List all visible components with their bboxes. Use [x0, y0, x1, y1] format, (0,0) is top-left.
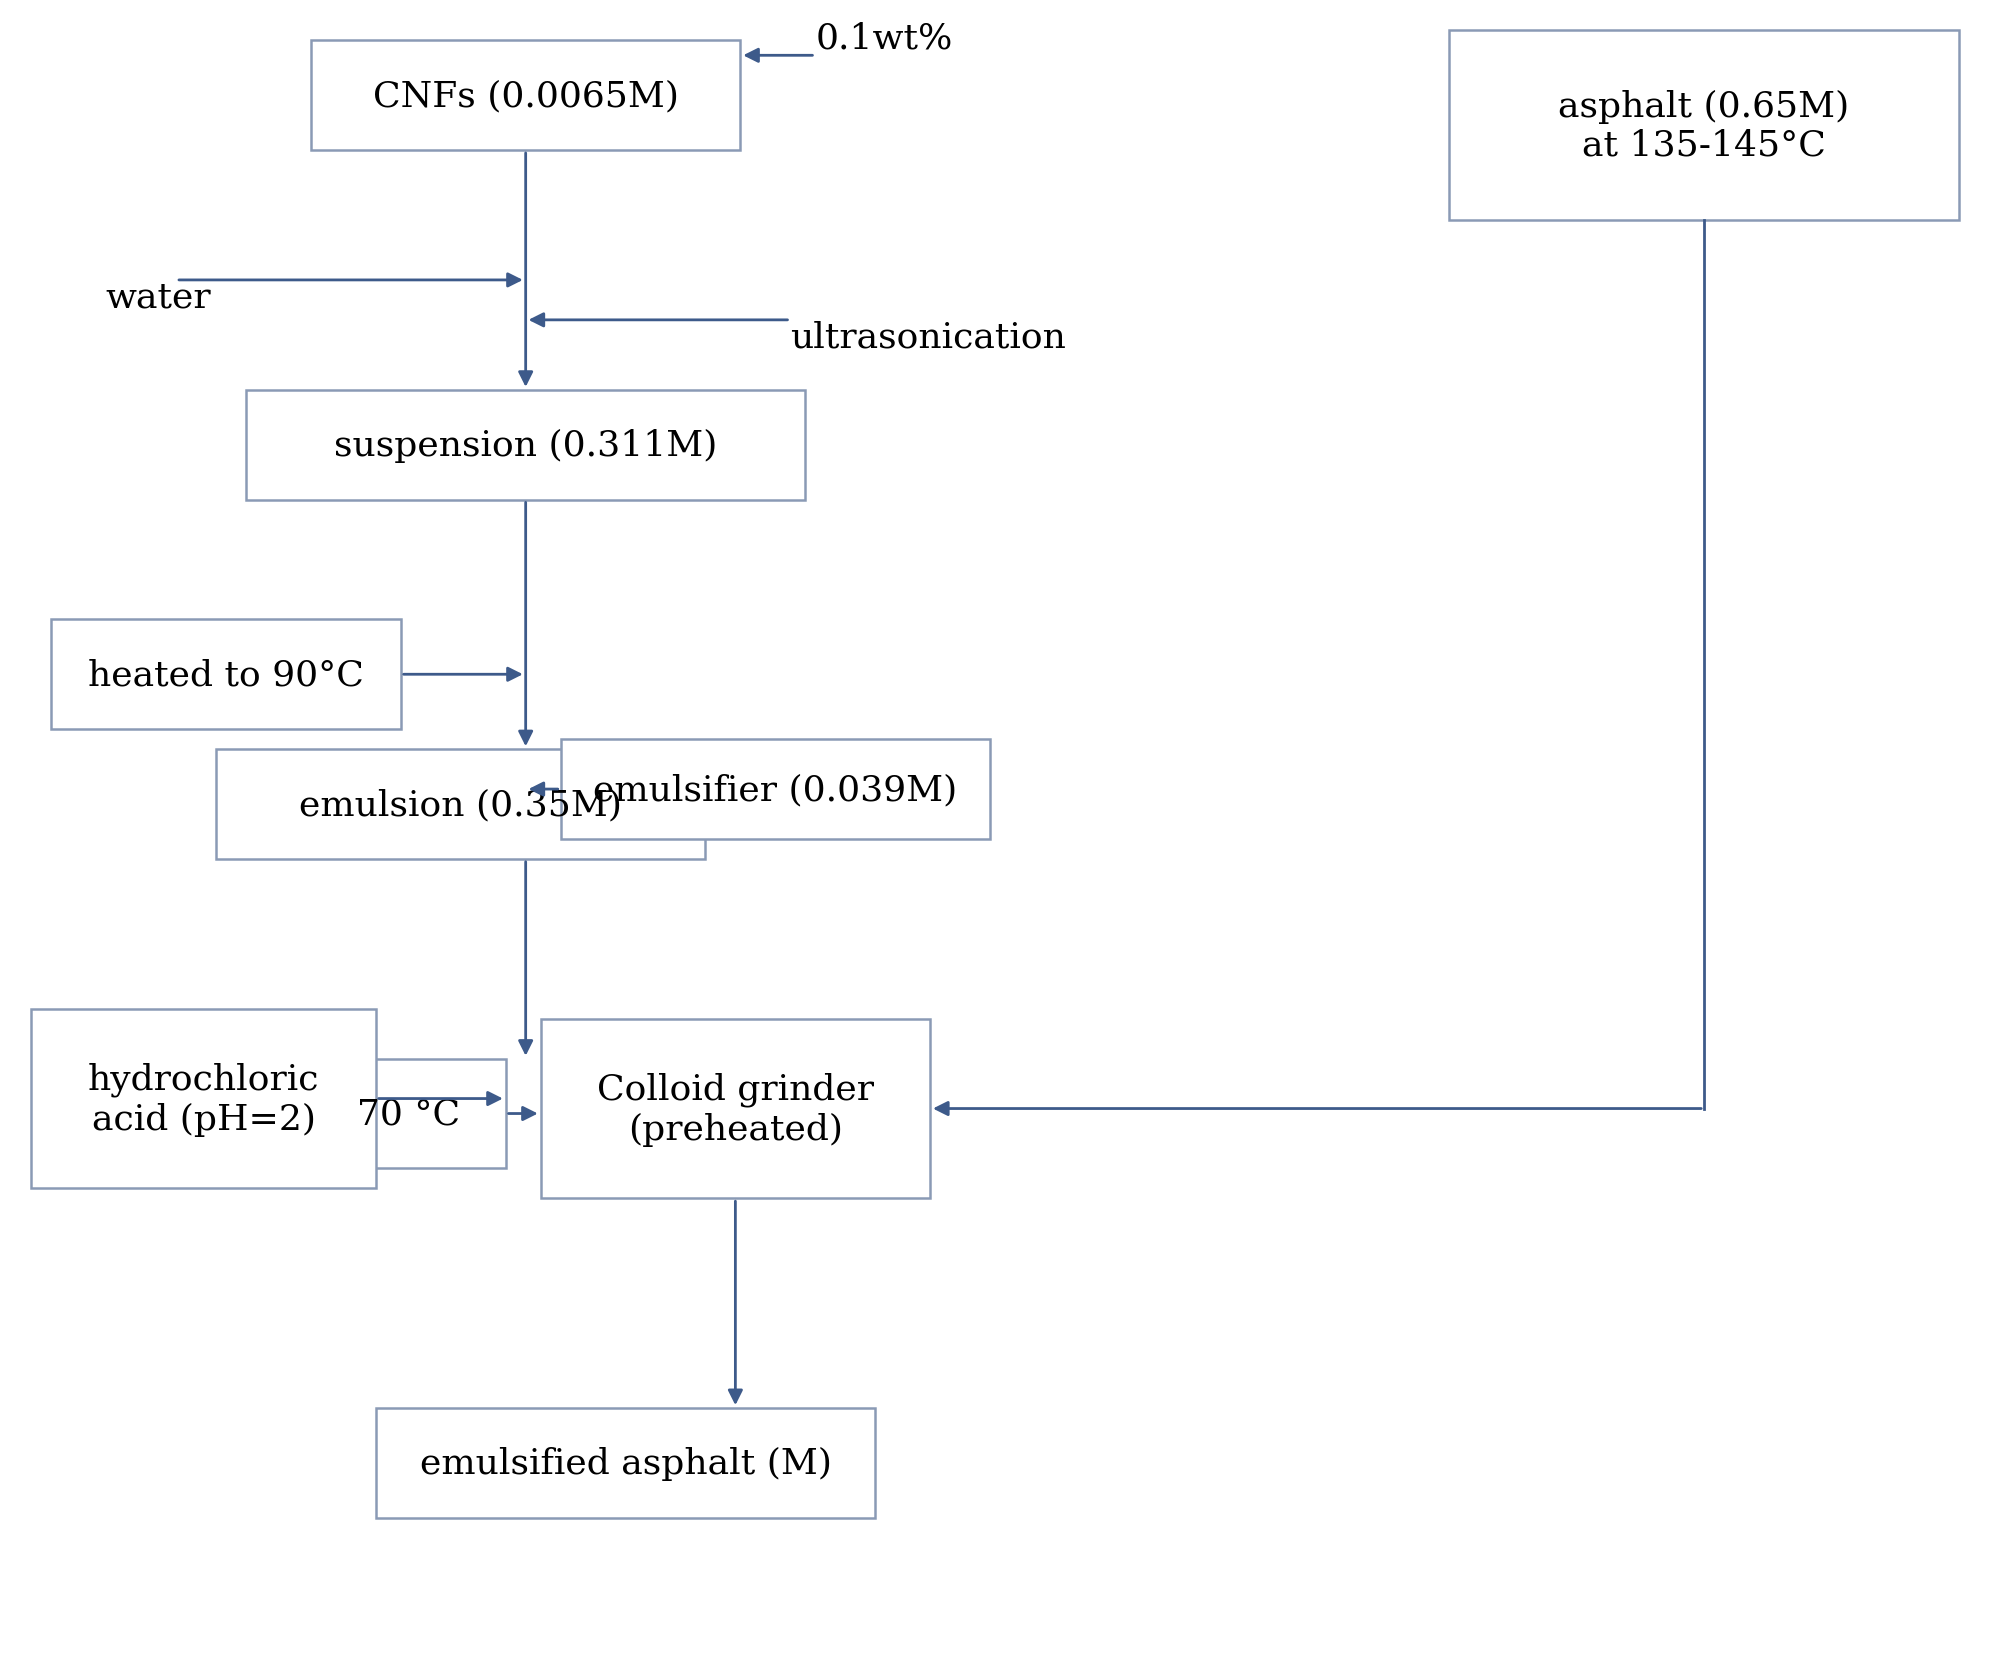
- Text: Colloid grinder
(preheated): Colloid grinder (preheated): [597, 1072, 873, 1147]
- Bar: [32, 1009, 375, 1188]
- Text: emulsifier (0.039M): emulsifier (0.039M): [593, 772, 958, 807]
- Bar: [560, 739, 990, 840]
- Text: hydrochloric
acid (pH=2): hydrochloric acid (pH=2): [89, 1062, 319, 1135]
- Bar: [216, 749, 706, 860]
- Bar: [375, 1408, 875, 1518]
- Text: emulsified asphalt (M): emulsified asphalt (M): [419, 1447, 831, 1480]
- Bar: [310, 41, 740, 151]
- Bar: [540, 1019, 929, 1198]
- Bar: [246, 391, 804, 500]
- Bar: [310, 1059, 506, 1168]
- Text: 70 °C: 70 °C: [357, 1097, 460, 1130]
- Bar: [1450, 31, 1960, 220]
- Text: ultrasonication: ultrasonication: [790, 321, 1066, 355]
- Text: heated to 90°C: heated to 90°C: [89, 658, 365, 693]
- Text: 0.1wt%: 0.1wt%: [814, 22, 954, 55]
- Text: emulsion (0.35M): emulsion (0.35M): [298, 787, 623, 822]
- Text: suspension (0.311M): suspension (0.311M): [335, 429, 718, 462]
- Text: CNFs (0.0065M): CNFs (0.0065M): [373, 80, 679, 113]
- Text: water: water: [105, 280, 212, 315]
- Text: asphalt (0.65M)
at 135-145°C: asphalt (0.65M) at 135-145°C: [1558, 89, 1849, 162]
- Bar: [50, 620, 401, 729]
